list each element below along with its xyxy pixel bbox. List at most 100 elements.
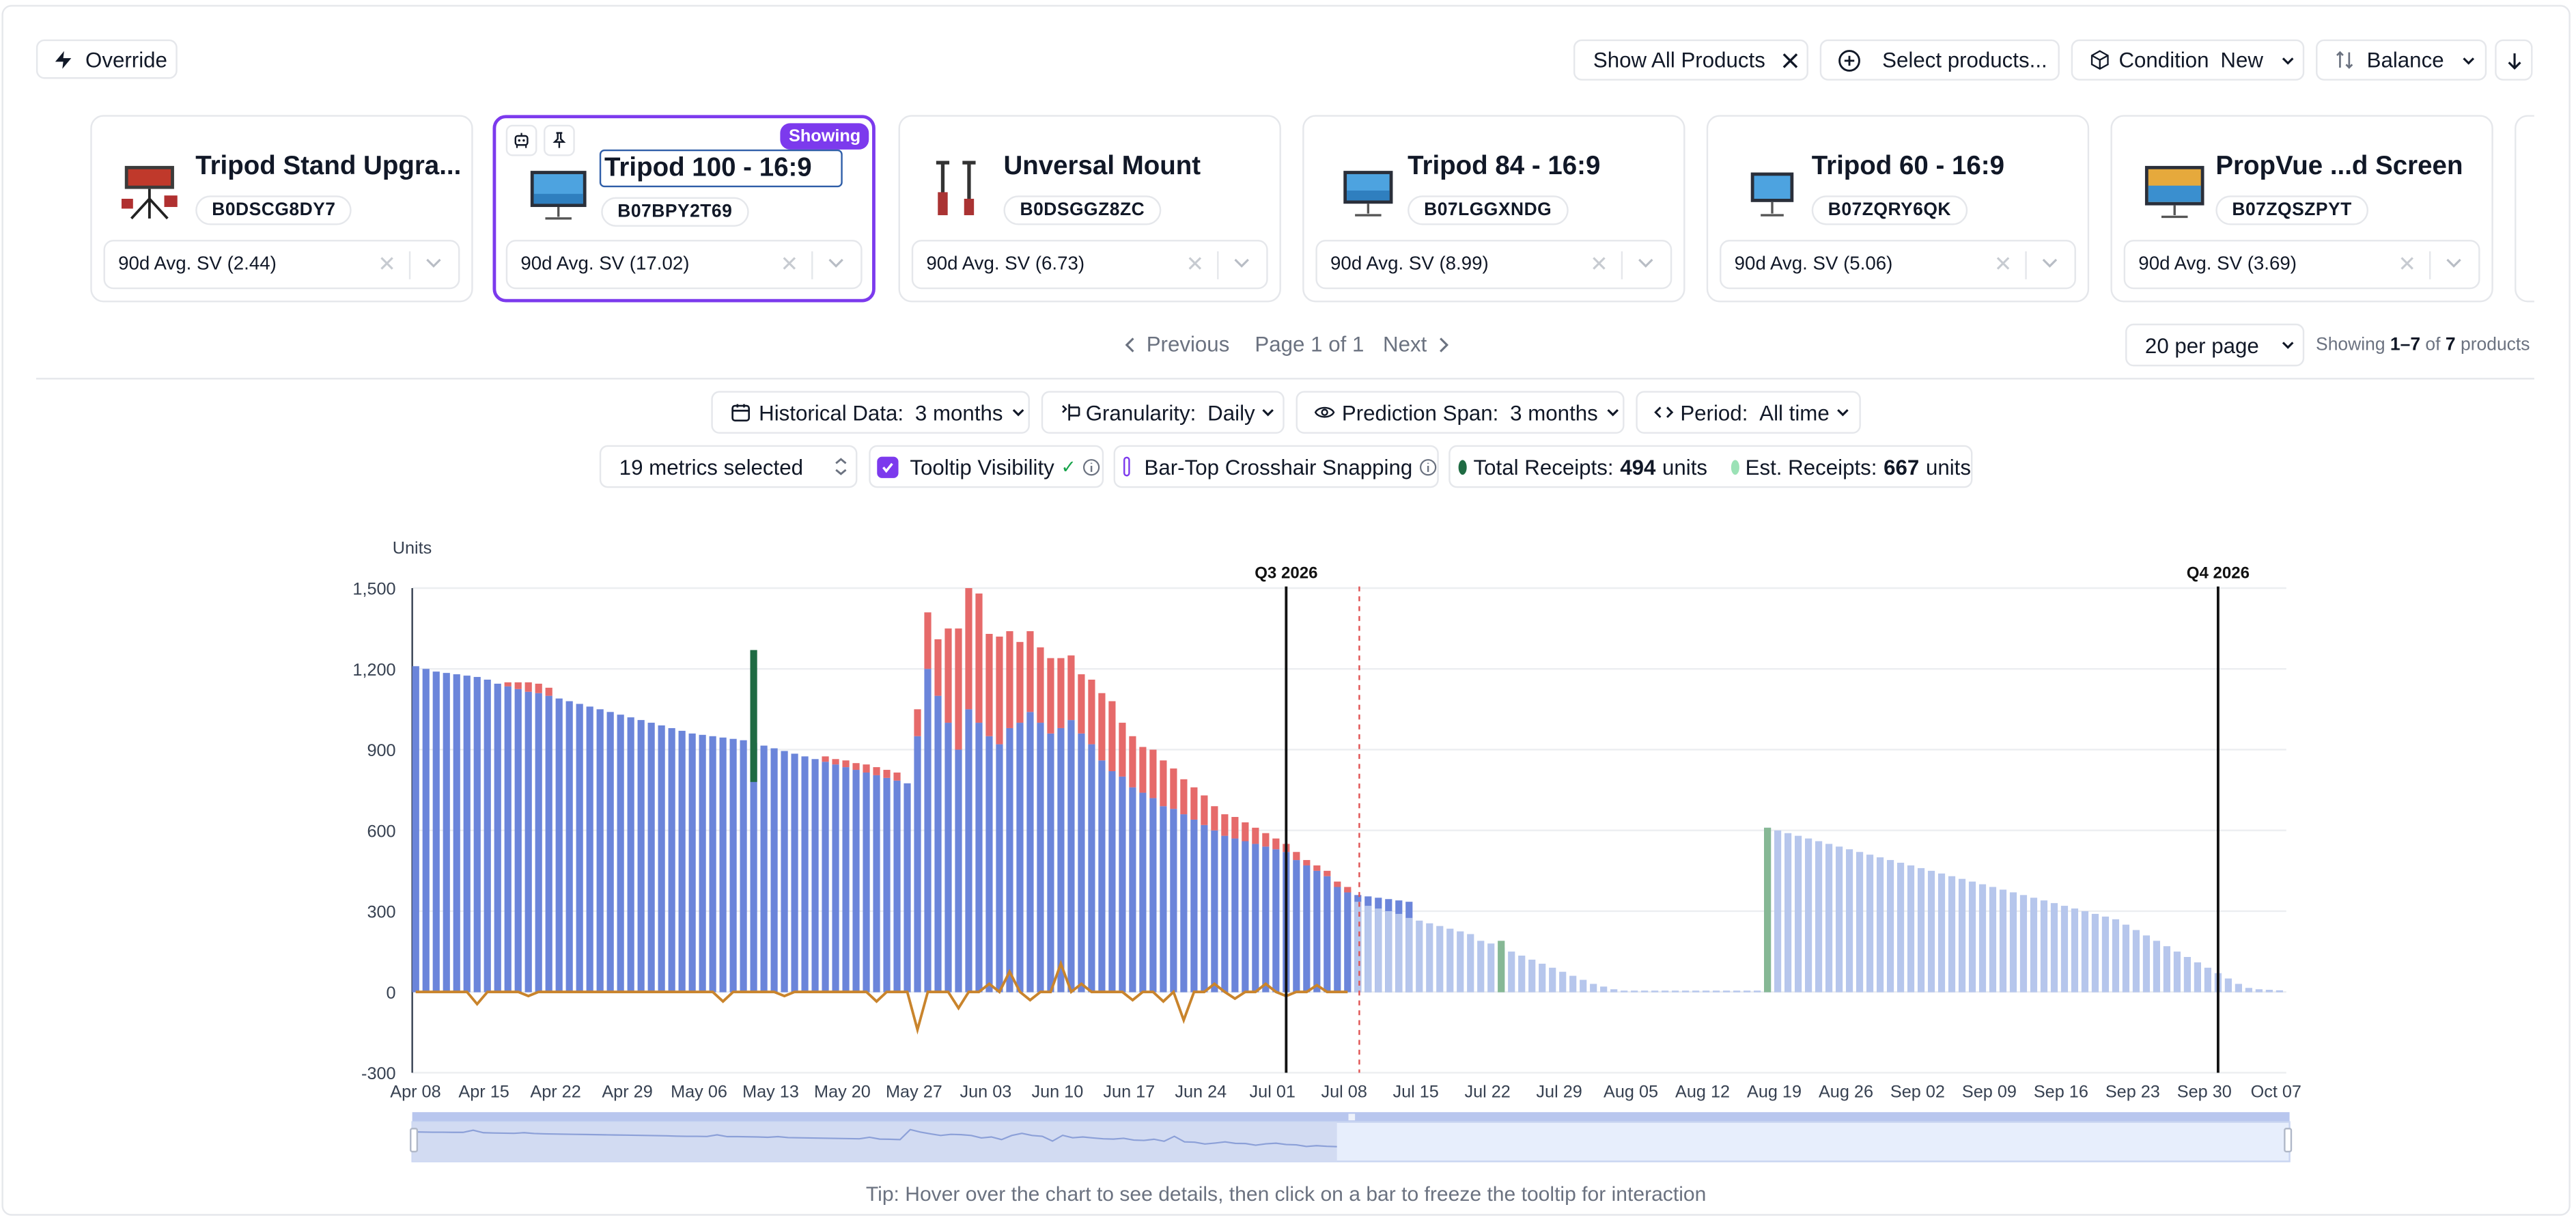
historical-bar [658,725,665,992]
granularity-select[interactable]: Granularity: Daily [1041,391,1285,434]
product-thumbnail [121,165,178,220]
historical-bar [484,680,491,992]
box-icon [2089,49,2110,70]
checkbox-unchecked[interactable] [1123,456,1130,477]
forecast-bar [1457,931,1464,992]
overlay-bar [1242,822,1249,842]
info-icon[interactable] [1419,458,1437,475]
metric-select[interactable]: 90d Avg. SV (6.73) ✕ [911,240,1268,290]
select-products-button[interactable]: Select products... [1819,39,2060,81]
x-tick-label: May 20 [814,1083,871,1102]
historical-data-select[interactable]: Historical Data: 3 months [711,391,1030,434]
chevron-down-icon[interactable] [2444,251,2464,279]
divider [1217,251,1219,279]
forecast-bar [2224,978,2232,992]
x-tick-label: Apr 22 [530,1083,580,1102]
overlay-bar [1262,833,1270,847]
metric-select[interactable]: 90d Avg. SV (8.99) ✕ [1315,240,1672,290]
forecast-bar [1631,990,1638,992]
metric-select[interactable]: 90d Avg. SV (2.44) ✕ [103,240,460,290]
historical-bar [985,736,993,992]
clear-icon[interactable]: ✕ [378,251,396,277]
historical-bar [1098,760,1106,992]
x-tick-label: Jun 03 [960,1083,1011,1102]
chevron-down-icon[interactable] [1636,251,1655,279]
chevron-down-icon[interactable] [423,251,443,279]
forecast-bar [1590,984,1597,992]
previous-page-button[interactable]: Previous [1123,332,1229,357]
title-edit-field[interactable] [599,149,843,188]
historical-bar [719,737,727,992]
product-card[interactable]: Tripod Stand Upgra... B0DSCG8DY7 90d Avg… [90,115,473,303]
historical-bar [565,701,573,992]
est-receipts-value: 667 [1884,454,1920,480]
product-card-selected[interactable]: Showing Tripod 100 - 16:9 B07BPY2T69 90d… [492,115,876,303]
checkbox-checked[interactable] [877,456,899,477]
chevron-down-icon[interactable] [826,251,846,279]
chevron-down-icon[interactable] [2040,251,2060,279]
metric-select[interactable]: 90d Avg. SV (17.02) ✕ [505,240,863,290]
product-card[interactable]: Tripod 60 - 16:9 B07ZQRY6QK 90d Avg. SV … [1706,115,2090,303]
product-card[interactable]: Tripod 84 - 16:9 B07LGGXNDG 90d Avg. SV … [1302,115,1685,303]
metrics-select[interactable]: 19 metrics selected [599,445,858,488]
product-card-partial[interactable] [2515,115,2534,303]
product-thumbnail [1343,171,1393,217]
clear-icon[interactable]: ✕ [1590,251,1608,277]
prediction-span-select[interactable]: Prediction Span: 3 months [1296,391,1625,434]
forecast-bar [2132,930,2140,992]
forecast-bar [1487,943,1495,992]
clear-icon[interactable]: ✕ [1186,251,1204,277]
historical-bar [842,767,850,992]
show-all-products-button[interactable]: Show All Products [1573,39,1808,81]
overlay-bar [1057,658,1065,728]
override-button[interactable]: Override [36,39,178,79]
product-title: Tripod 60 - 16:9 [1811,152,2005,181]
crosshair-snapping-toggle[interactable]: Bar-Top Crosshair Snapping [1113,445,1439,488]
clear-icon[interactable]: ✕ [780,251,798,277]
product-asin: B07ZQSZPYT [2215,195,2368,225]
pin-icon[interactable] [544,124,575,156]
dark-green-dot [1458,459,1467,474]
forecast-bar [1886,860,1894,992]
overlay-bar [965,587,972,710]
sort-direction-button[interactable] [2495,39,2533,81]
close-icon[interactable] [1780,50,1800,70]
previous-label: Previous [1146,331,1230,357]
next-page-button[interactable]: Next [1383,332,1450,357]
x-tick-label: Oct 07 [2251,1083,2301,1102]
per-page-select[interactable]: 20 per page [2125,323,2305,367]
x-tick-label: Aug 12 [1675,1083,1730,1102]
share-icon[interactable] [505,124,537,156]
condition-select[interactable]: Condition New [2071,39,2305,81]
tooltip-visibility-toggle[interactable]: Tooltip Visibility ✓ [869,445,1104,488]
metric-select[interactable]: 90d Avg. SV (3.69) ✕ [2123,240,2480,290]
product-thumbnail [1750,172,1794,217]
forecast-bar [2265,990,2273,992]
clear-icon[interactable]: ✕ [1993,251,2013,277]
info-icon[interactable] [1082,458,1100,475]
historical-label: Historical Data: [759,400,904,425]
forecast-bar [2173,952,2181,992]
chevron-down-icon[interactable] [1232,251,1252,279]
metric-select[interactable]: 90d Avg. SV (5.06) ✕ [1720,240,2076,290]
forecast-bar [1416,920,1423,992]
showing-of: of [2425,335,2441,355]
period-label: Period: [1680,400,1748,425]
clear-icon[interactable]: ✕ [2398,251,2416,277]
forecast-bar [2030,898,2038,992]
overlay-bar [883,770,891,778]
overlay-bar [1067,655,1075,721]
forecast-bar [1999,889,2007,992]
overlay-bar [1078,674,1085,734]
total-receipts-value: 494 [1620,454,1656,480]
product-card[interactable]: Unversal Mount B0DSGGZ8ZC 90d Avg. SV (6… [898,115,1281,303]
historical-bar [955,749,962,992]
period-select[interactable]: Period: All time [1636,391,1861,434]
forecast-bar [1569,975,1577,992]
sort-select[interactable]: Balance [2316,39,2487,81]
historical-bar [1129,787,1136,992]
forecast-bar [1651,990,1659,992]
prediction-value: 3 months [1510,400,1598,425]
product-card[interactable]: PropVue ...d Screen B07ZQSZPYT 90d Avg. … [2110,115,2493,303]
